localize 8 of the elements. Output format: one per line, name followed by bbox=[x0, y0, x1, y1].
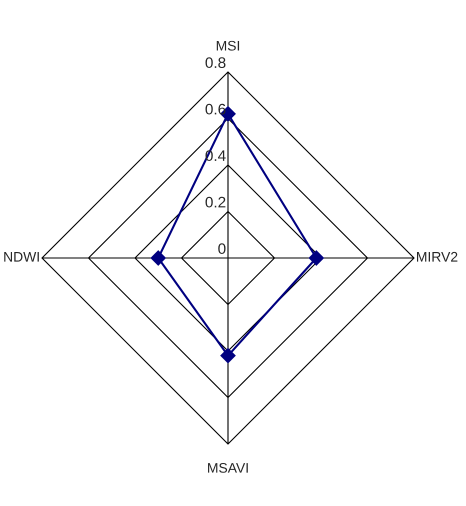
spoke-label: MIRV2 bbox=[417, 252, 458, 262]
y-tick-label: 0 bbox=[218, 243, 226, 254]
spoke-label: MSAVI bbox=[208, 462, 248, 473]
spoke-label: NDWI bbox=[4, 252, 39, 262]
y-tick-label: 0.6 bbox=[206, 104, 226, 115]
y-tick-label: 0.8 bbox=[206, 57, 226, 68]
y-tick-label: 0.2 bbox=[206, 196, 226, 208]
spoke-label: MSI bbox=[216, 40, 240, 51]
